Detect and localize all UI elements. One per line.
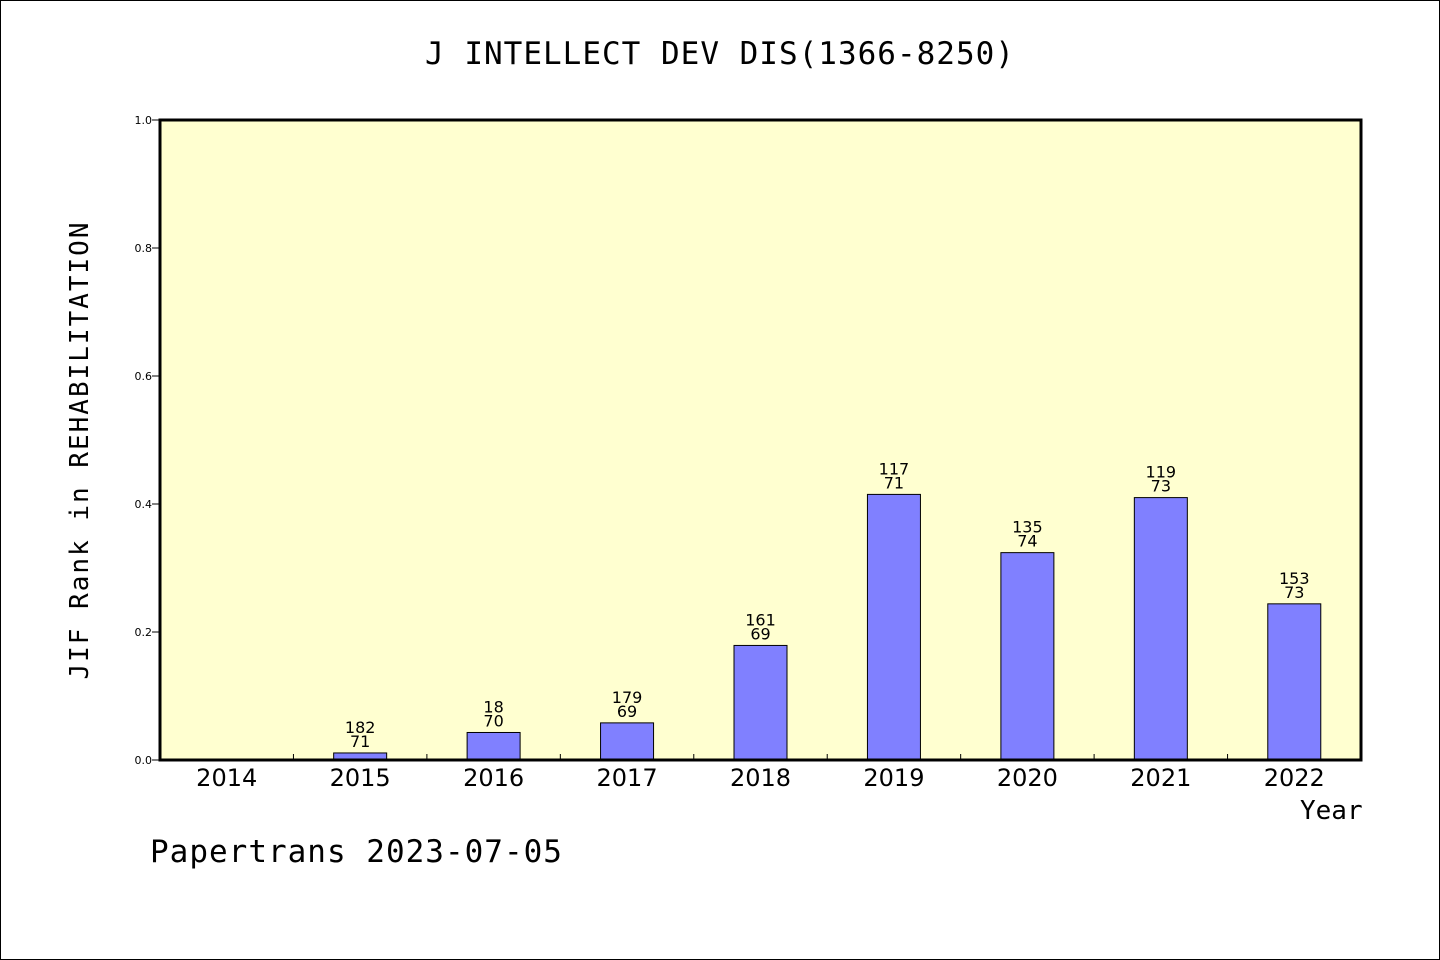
x-tick-label: 2014 — [196, 764, 257, 792]
bar-label-total: 69 — [617, 702, 637, 721]
bar-2021 — [1133, 497, 1188, 761]
x-tick-label: 2016 — [463, 764, 524, 792]
bar-2017 — [600, 722, 655, 761]
x-tick-label: 2018 — [730, 764, 791, 792]
bar-label-total: 73 — [1151, 477, 1171, 496]
plot-border — [158, 118, 1363, 762]
y-tick-label: 0.8 — [135, 242, 153, 255]
y-tick-label: 0.0 — [135, 754, 153, 767]
bar-label-total: 69 — [750, 624, 770, 643]
bars-layer — [333, 493, 1322, 761]
bar-label-rank: 18 — [483, 697, 503, 716]
bar-2020 — [1000, 552, 1055, 761]
bar-label-total: 73 — [1284, 583, 1304, 602]
y-tick-label: 0.2 — [135, 626, 153, 639]
bar-label-rank: 117 — [879, 459, 910, 478]
y-tick-label: 1.0 — [135, 114, 153, 127]
x-tick-label: 2022 — [1264, 764, 1325, 792]
bar-label-total: 71 — [884, 473, 904, 492]
bar-label-rank: 135 — [1012, 518, 1043, 537]
x-tick-label: 2020 — [997, 764, 1058, 792]
bar-2016 — [466, 731, 521, 761]
x-tick-label: 2015 — [330, 764, 391, 792]
footer-note: Papertrans 2023-07-05 — [150, 834, 563, 870]
x-tick-label: 2017 — [597, 764, 658, 792]
y-tick-label: 0.6 — [135, 370, 153, 383]
bar-2022 — [1267, 603, 1322, 761]
bar-label-rank: 153 — [1279, 569, 1310, 588]
bar-label-total: 74 — [1017, 532, 1037, 551]
bar-label-rank: 161 — [745, 610, 776, 629]
x-tick-label: 2019 — [863, 764, 924, 792]
chart-title: J INTELLECT DEV DIS(1366-8250) — [425, 36, 1015, 72]
bar-label-rank: 179 — [612, 688, 643, 707]
labels-layer: 0.00.20.40.60.81.02014182712015187020161… — [135, 114, 1325, 792]
bar-label-rank: 119 — [1146, 463, 1177, 482]
x-axis-title: Year — [1300, 796, 1363, 826]
bar-label-rank: 182 — [345, 718, 376, 737]
y-tick-label: 0.4 — [135, 498, 153, 511]
bar-2018 — [733, 644, 788, 761]
bar-label-total: 70 — [483, 711, 503, 730]
x-tick-label: 2021 — [1130, 764, 1191, 792]
bar-label-total: 71 — [350, 732, 370, 751]
bar-2019 — [866, 493, 921, 761]
